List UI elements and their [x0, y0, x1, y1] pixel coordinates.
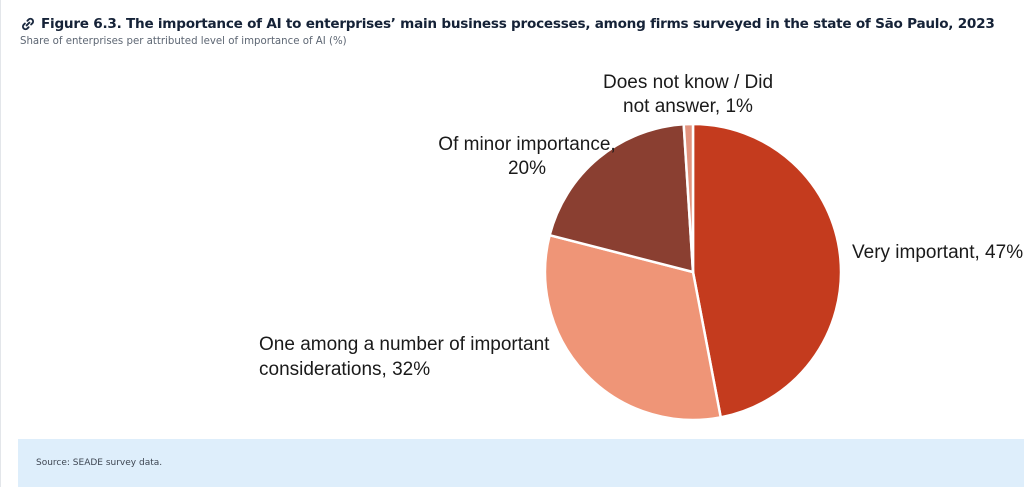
pie-slice-3 — [548, 123, 695, 274]
slice-label-1: Very important, 47% — [852, 242, 1023, 263]
pie-slice-2 — [543, 233, 722, 422]
pie-slice-1 — [691, 122, 843, 419]
figure-title: Figure 6.3. The importance of AI to ente… — [41, 16, 995, 32]
source-note: Source: SEADE survey data. — [18, 439, 1024, 487]
pie-slice-4 — [682, 122, 695, 274]
link-icon[interactable] — [20, 16, 36, 32]
slice-label-4: Does not know / Did not answer, 1% — [603, 72, 773, 117]
figure-header: Figure 6.3. The importance of AI to ente… — [20, 16, 1010, 47]
figure-subtitle: Share of enterprises per attributed leve… — [20, 36, 347, 47]
source-text: Source: SEADE survey data. — [36, 458, 163, 468]
slice-label-2: One among a number of important considera… — [259, 334, 550, 380]
slice-label-3: Of minor importance, 20% — [438, 134, 615, 179]
